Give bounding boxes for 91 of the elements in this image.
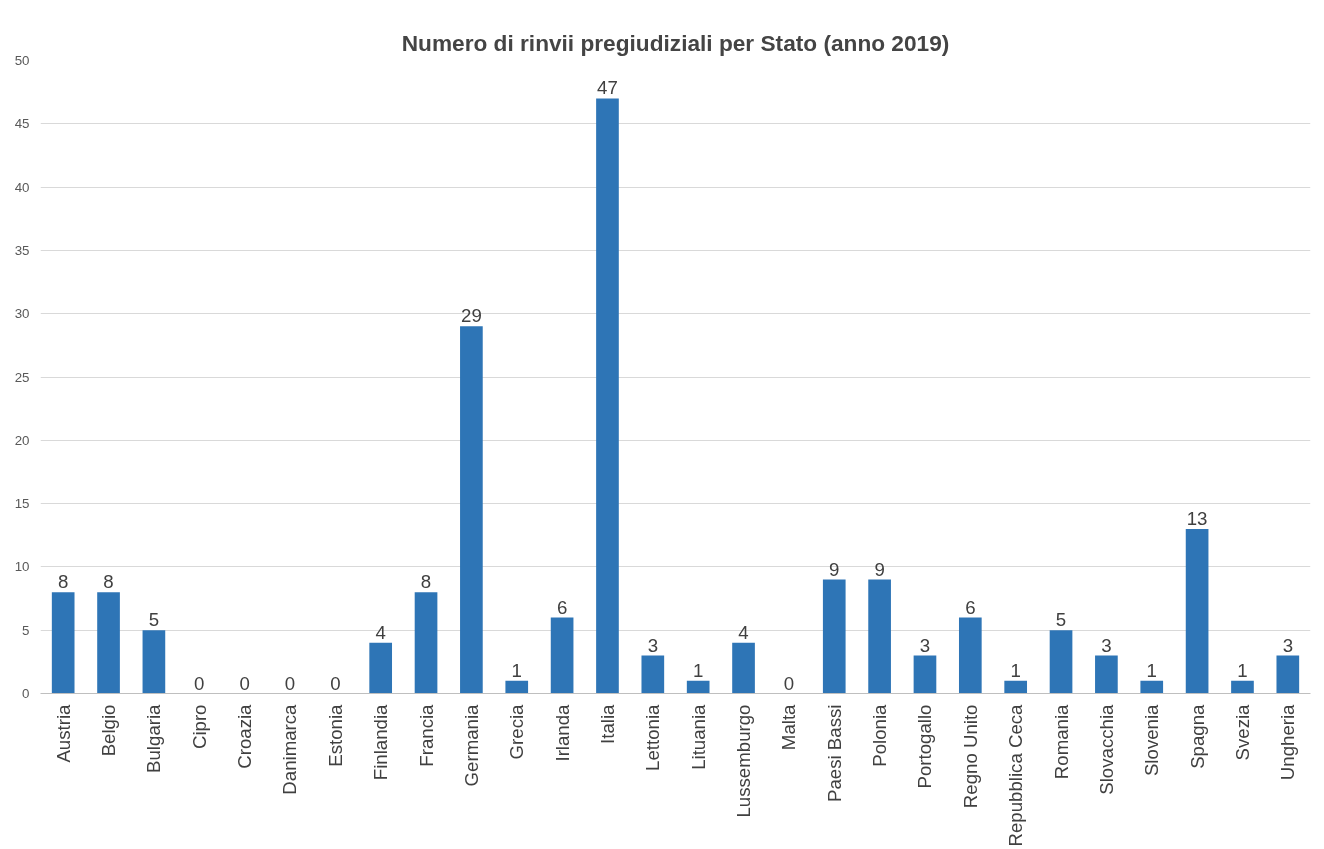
data-label: 3	[1282, 634, 1294, 656]
x-tick-label: Finlandia	[370, 703, 392, 781]
bar	[97, 592, 120, 694]
bar	[1276, 655, 1300, 694]
data-label: 3	[919, 634, 931, 656]
data-label: 8	[103, 571, 114, 593]
data-label: 0	[284, 672, 296, 694]
x-tick-label: Polonia	[869, 703, 891, 767]
x-tick-label: Portogallo	[914, 704, 936, 789]
data-label: 8	[420, 571, 432, 593]
data-label: 5	[148, 609, 160, 631]
x-tick-label: Bulgaria	[143, 703, 165, 773]
data-label: 9	[874, 558, 885, 580]
bar	[1185, 528, 1209, 694]
bar	[1004, 680, 1028, 694]
bar	[913, 655, 937, 694]
bar	[958, 617, 982, 694]
bar	[550, 617, 574, 694]
data-label: 13	[1186, 507, 1208, 529]
bar	[641, 655, 665, 694]
chart-title: Numero di rinvii pregiudiziali per Stato (anno 2019)	[401, 29, 950, 56]
bar	[686, 680, 710, 694]
bar	[596, 98, 619, 694]
data-label: 6	[965, 596, 976, 618]
x-tick-label: Spagna	[1186, 703, 1208, 769]
y-tick-label: 0	[22, 686, 30, 701]
x-tick-label: Francia	[415, 703, 437, 767]
x-tick-label: Estonia	[324, 703, 346, 767]
x-tick-label: Croazia	[234, 703, 256, 769]
data-label: 0	[330, 672, 341, 694]
data-label: 4	[738, 621, 749, 643]
data-label: 1	[1010, 659, 1021, 681]
bar	[142, 630, 166, 694]
x-tick-label: Romania	[1050, 703, 1072, 780]
bar	[868, 579, 891, 694]
data-label: 5	[1055, 609, 1067, 631]
x-tick-label: Grecia	[506, 703, 528, 760]
x-tick-label: Germania	[460, 703, 482, 787]
y-tick-label: 10	[14, 559, 30, 575]
data-label: 29	[461, 305, 482, 327]
y-tick-label: 40	[14, 179, 30, 195]
data-label: 3	[1101, 634, 1112, 656]
x-tick-label: Slovacchia	[1095, 703, 1117, 795]
data-label: 4	[375, 621, 386, 643]
bar	[414, 592, 438, 694]
data-label: 1	[511, 659, 522, 681]
y-tick-label: 35	[14, 242, 30, 258]
x-tick-label: Repubblica Ceca	[1005, 703, 1027, 847]
x-tick-label: Italia	[596, 703, 618, 744]
x-tick-label: Ungheria	[1277, 703, 1299, 781]
y-tick-label: 25	[14, 369, 30, 385]
bar	[369, 642, 393, 694]
data-label: 1	[1146, 659, 1157, 681]
x-tick-label: Slovenia	[1141, 703, 1163, 777]
bar	[1231, 680, 1254, 694]
y-tick-label: 20	[14, 432, 30, 448]
x-tick-label: Cipro	[188, 704, 210, 750]
y-tick-label: 15	[14, 496, 30, 512]
x-tick-label: Belgio	[98, 704, 120, 757]
x-tick-label: Malta	[778, 703, 800, 751]
x-tick-label: Paesi Bassi	[823, 704, 845, 802]
x-tick-label: Lituania	[687, 703, 709, 770]
x-tick-label: Lettonia	[642, 703, 664, 771]
y-tick-label: 30	[14, 306, 30, 322]
x-tick-label: Austria	[52, 703, 74, 763]
y-tick-label: 5	[22, 622, 30, 638]
bar	[505, 680, 529, 694]
data-label: 9	[829, 558, 840, 580]
x-tick-label: Lussemburgo	[733, 704, 755, 818]
data-label: 8	[57, 571, 69, 593]
data-label: 1	[1237, 659, 1248, 681]
bar	[51, 592, 75, 694]
bar	[1140, 680, 1164, 694]
data-label: 47	[597, 77, 618, 99]
x-tick-label: Irlanda	[551, 703, 573, 762]
x-tick-label: Svezia	[1231, 703, 1253, 761]
x-tick-label: Danimarca	[279, 703, 301, 795]
data-label: 6	[556, 596, 568, 618]
data-label: 1	[692, 659, 704, 681]
data-label: 0	[239, 672, 250, 694]
bar	[1095, 655, 1118, 694]
y-tick-label: 45	[14, 116, 30, 132]
data-label: 0	[783, 672, 795, 694]
data-label: 3	[647, 634, 659, 656]
bar	[460, 326, 483, 694]
x-tick-label: Regno Unito	[959, 704, 981, 809]
bar	[1049, 630, 1073, 694]
bar	[822, 579, 846, 694]
bar	[732, 642, 755, 694]
y-tick-label: 50	[14, 53, 30, 68]
data-label: 0	[194, 672, 205, 694]
